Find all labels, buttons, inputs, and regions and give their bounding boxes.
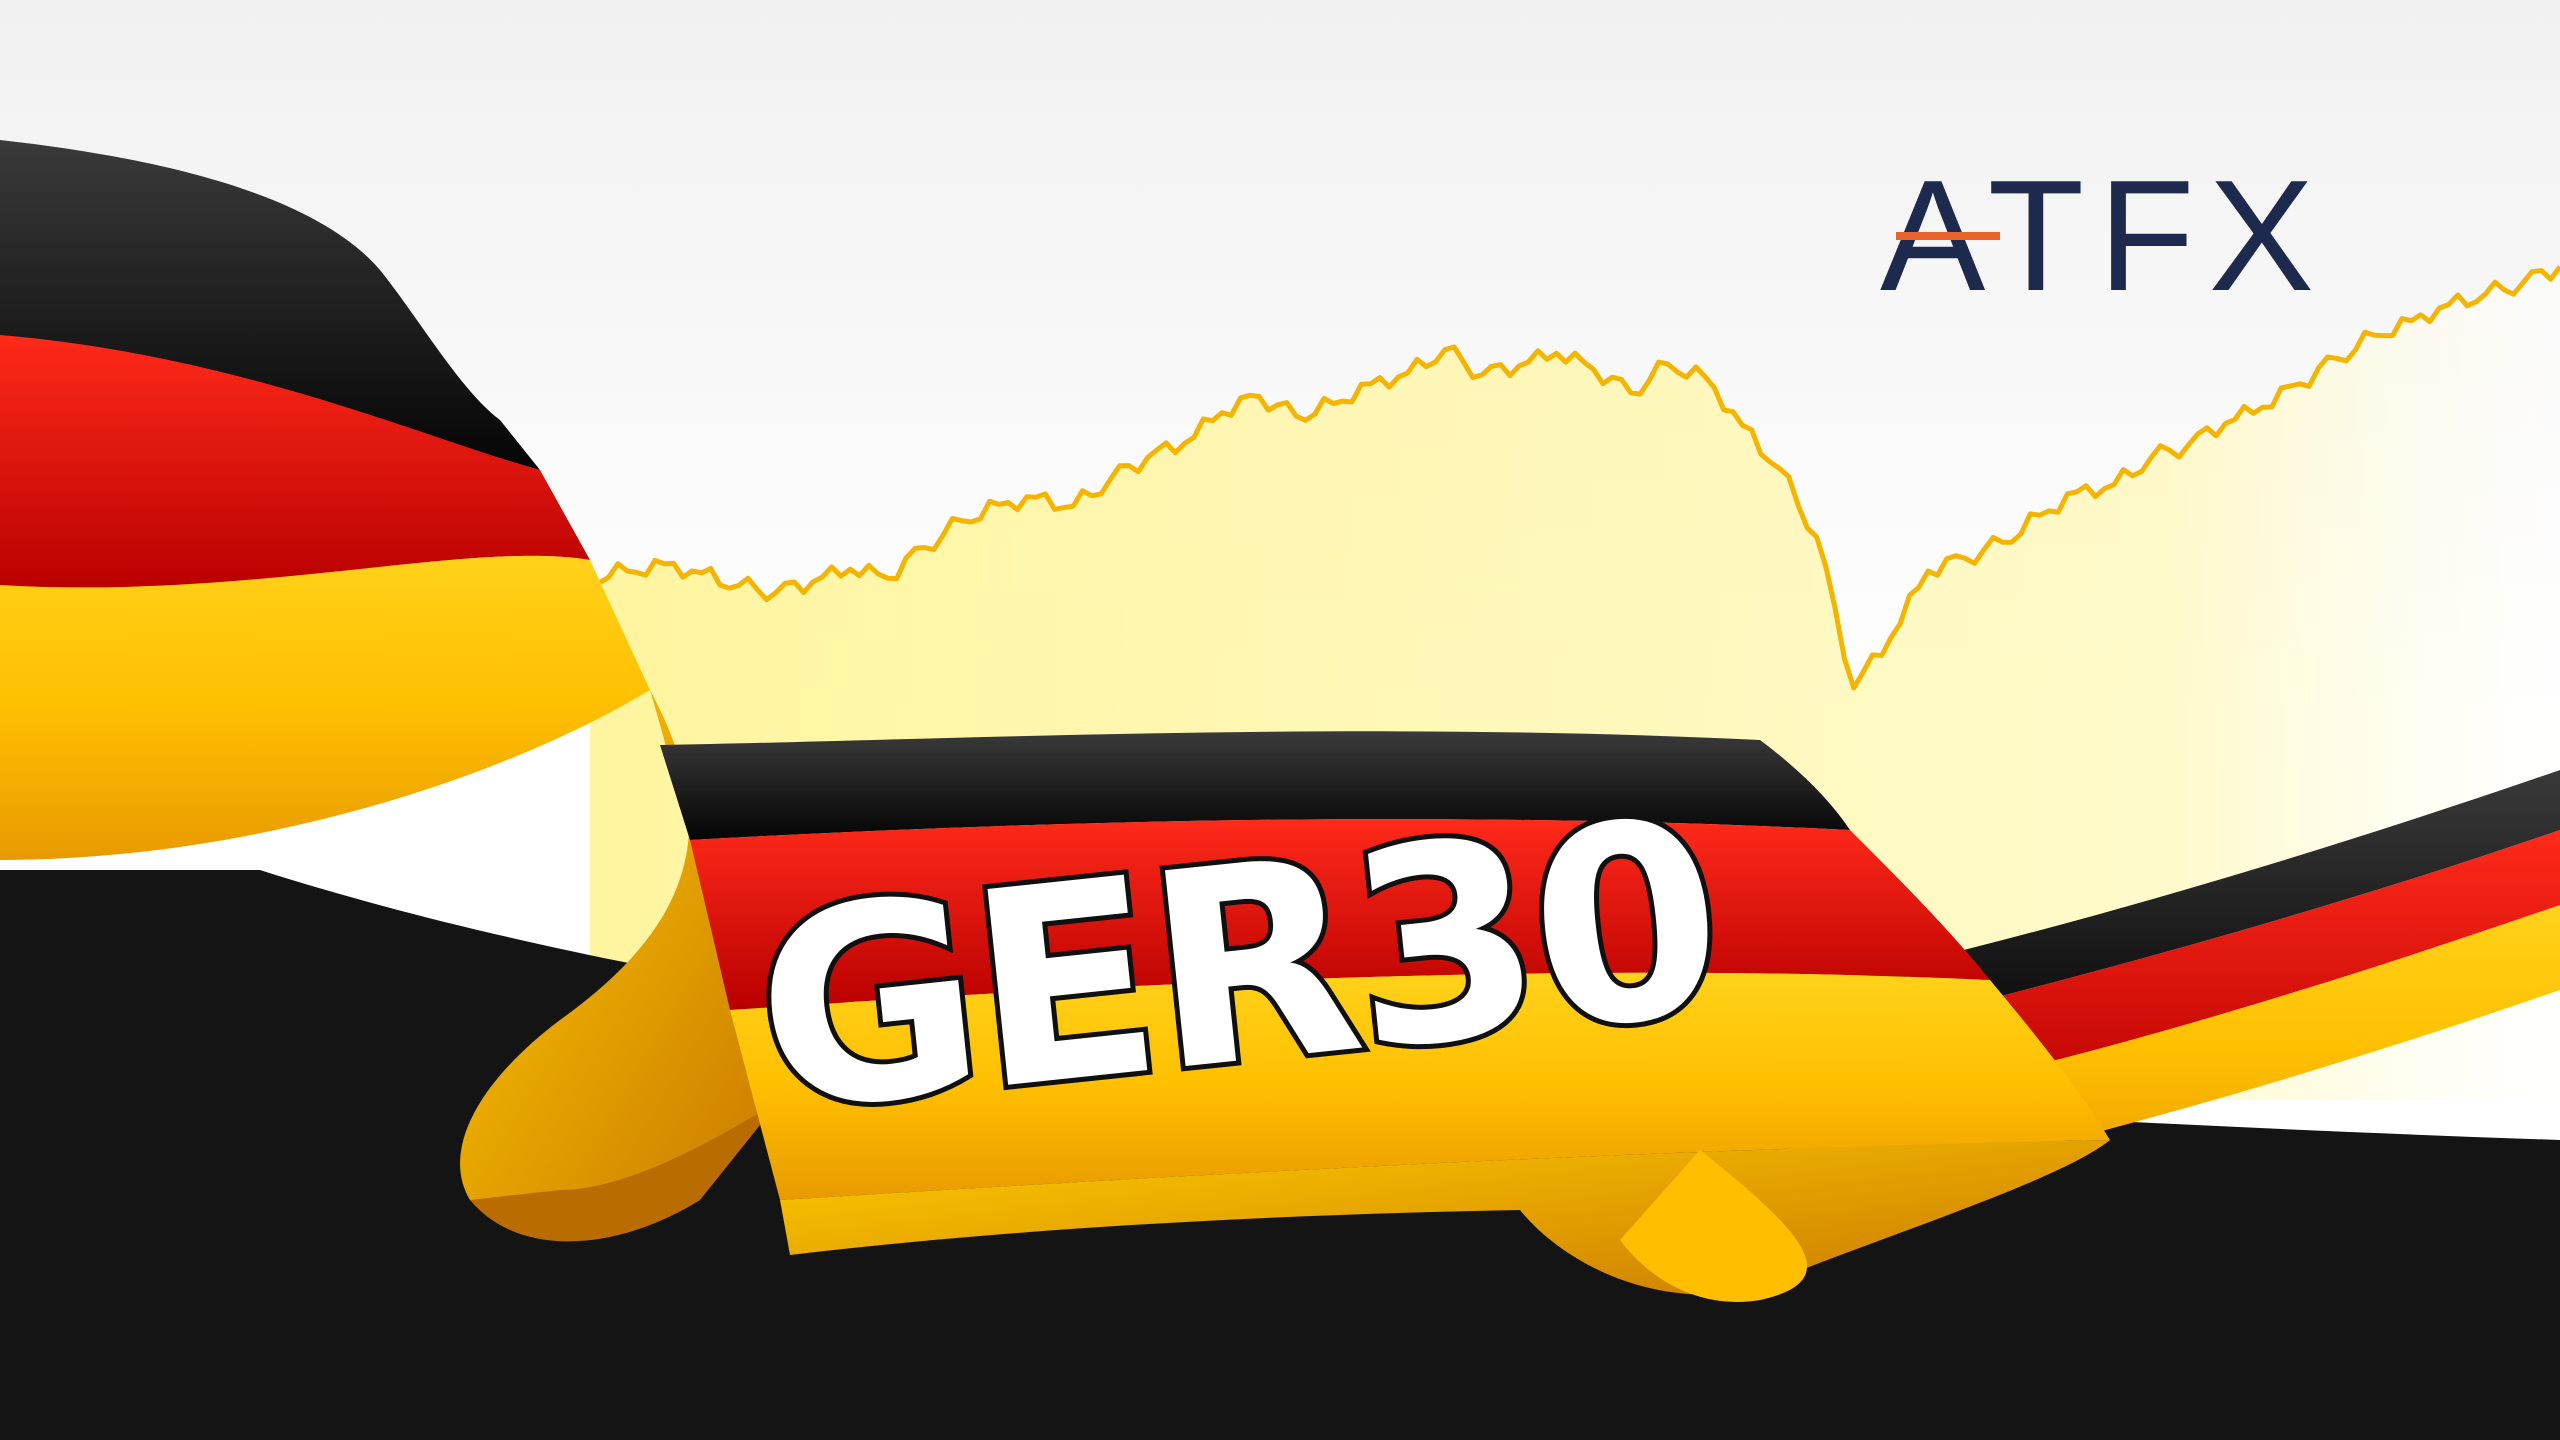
chart-price-line — [588, 265, 2560, 691]
flag-ribbon-left — [0, 140, 780, 1242]
brand-logo-accent-bar — [1896, 232, 2000, 240]
brand-logo: ATFX — [1880, 148, 2314, 324]
flag-ribbon-banner — [660, 731, 2110, 1302]
